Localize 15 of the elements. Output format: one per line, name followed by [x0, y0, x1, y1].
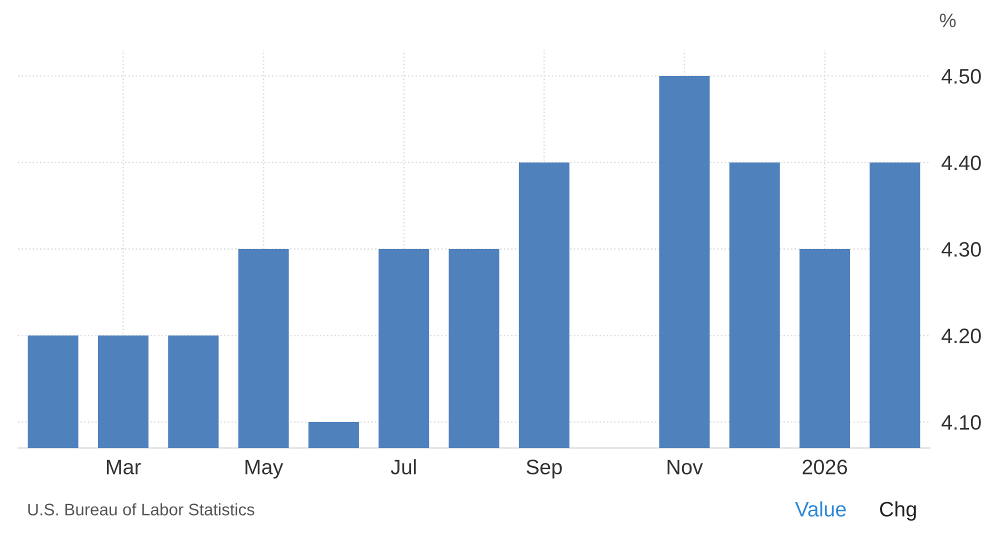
text: Chg: [880, 501, 916, 521]
x-tick-label: Jul: [390, 459, 416, 474]
text: Value: [795, 501, 846, 517]
x-tick-label: Mar: [107, 460, 141, 474]
x-tick-label: Sep: [526, 460, 562, 479]
x-tick-label: Nov: [668, 460, 703, 474]
x-tick-label: 2026: [802, 460, 848, 474]
y-tick-label: 4.50: [942, 68, 981, 84]
y-tick-label: 4.10: [942, 415, 981, 430]
y-tick-label: 4.20: [942, 328, 981, 344]
y-axis-title: %: [940, 14, 956, 28]
text: U.S. Bureau of Labor Statistics: [28, 503, 254, 516]
y-tick-label: 4.40: [942, 155, 981, 170]
x-tick-label: May: [246, 460, 284, 479]
y-tick-label: 4.30: [942, 242, 981, 257]
